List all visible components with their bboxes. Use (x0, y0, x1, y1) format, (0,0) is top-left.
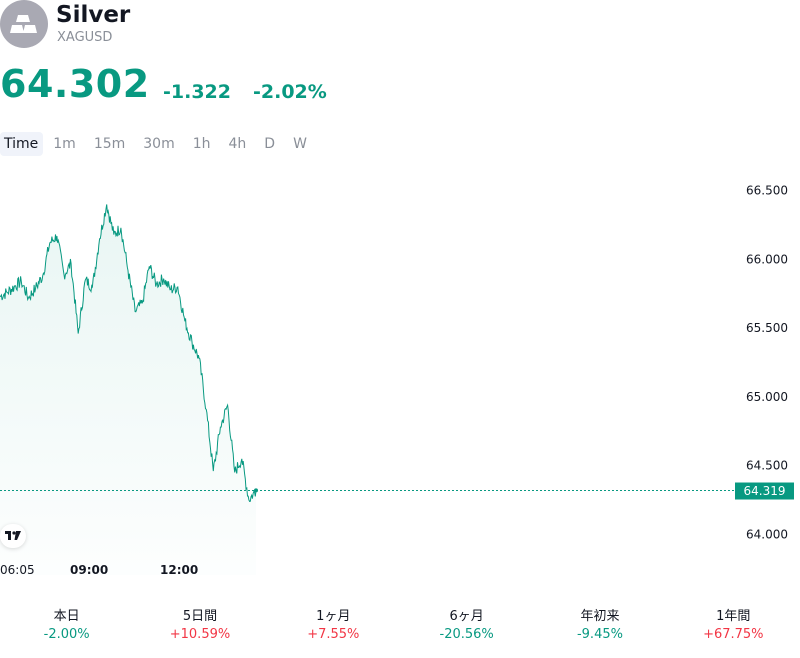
silver-bars-icon (0, 0, 48, 48)
performance-period: 5日間 (182, 609, 218, 624)
last-price-dot (254, 488, 258, 493)
y-axis-tick-label: 64.000 (746, 527, 788, 541)
performance-value: -9.45% (576, 627, 623, 642)
timeframe-tab-4h[interactable]: 4h (228, 136, 247, 152)
timeframe-tab-w[interactable]: W (293, 136, 307, 152)
symbol-name: Silver (56, 2, 131, 28)
symbol-header: Silver XAGUSD (0, 0, 800, 60)
performance-item[interactable]: 1ヶ月 +7.55% (267, 608, 400, 648)
price-change-percent: -2.02% (253, 81, 327, 103)
price-area-fill (0, 204, 256, 575)
timeframe-tab-time[interactable]: Time (0, 132, 44, 156)
price-chart[interactable]: 64.000 64.500 65.000 65.500 66.000 66.500 64.3… (0, 170, 800, 590)
last-price: 64.302 (0, 62, 150, 106)
timeframe-tab-15m[interactable]: 15m (93, 136, 126, 152)
last-price-badge (735, 482, 794, 500)
price-change: -1.322 (163, 81, 231, 103)
performance-item[interactable]: 5日間 +10.59% (133, 608, 266, 648)
performance-item[interactable]: 本日 -2.00% (0, 608, 133, 648)
timeframe-tab-30m[interactable]: 30m (143, 136, 175, 152)
performance-value: +10.59% (169, 627, 231, 642)
performance-value: -20.56% (439, 627, 494, 642)
last-price-label: 64.319 (744, 484, 786, 498)
performance-period: 本日 (53, 609, 80, 624)
y-axis-tick-label: 66.500 (746, 184, 788, 198)
performance-value: +7.55% (307, 627, 360, 642)
price-line (0, 204, 257, 502)
y-axis-tick-label: 65.500 (746, 321, 788, 335)
performance-value: -2.00% (43, 627, 90, 642)
performance-item[interactable]: 1年間 +67.75% (667, 608, 800, 648)
performance-period: 年初来 (580, 609, 620, 624)
performance-row: 本日 -2.00% 5日間 +10.59% 1ヶ月 +7.55% 6ヶ月 -20.56% 年初来… (0, 608, 800, 648)
y-axis-tick-label: 65.000 (746, 390, 788, 404)
performance-period: 6ヶ月 (449, 609, 484, 624)
performance-item[interactable]: 6ヶ月 -20.56% (400, 608, 533, 648)
x-axis-tick-label: 06:05 (0, 563, 35, 577)
timeframe-tab-1m[interactable]: 1m (53, 136, 76, 152)
performance-item[interactable]: 年初来 -9.45% (533, 608, 666, 648)
x-axis-tick-label: 12:00 (160, 563, 198, 577)
x-axis-tick-label: 09:00 (70, 563, 108, 577)
symbol-ticker: XAGUSD (57, 30, 113, 45)
timeframe-tab-1h[interactable]: 1h (192, 136, 211, 152)
performance-period: 1年間 (716, 609, 751, 624)
quote-row: 64.302 -1.322 -2.02% (0, 62, 800, 112)
timeframe-tab-d[interactable]: D (264, 136, 276, 152)
timeframe-selector: Time 1m 15m 30m 1h 4h D W (0, 132, 317, 156)
performance-period: 1ヶ月 (316, 609, 351, 624)
performance-value: +67.75% (703, 627, 764, 642)
tradingview-logo-icon[interactable] (0, 524, 26, 548)
y-axis-tick-label: 66.000 (746, 252, 788, 266)
y-axis-tick-label: 64.500 (746, 459, 788, 473)
